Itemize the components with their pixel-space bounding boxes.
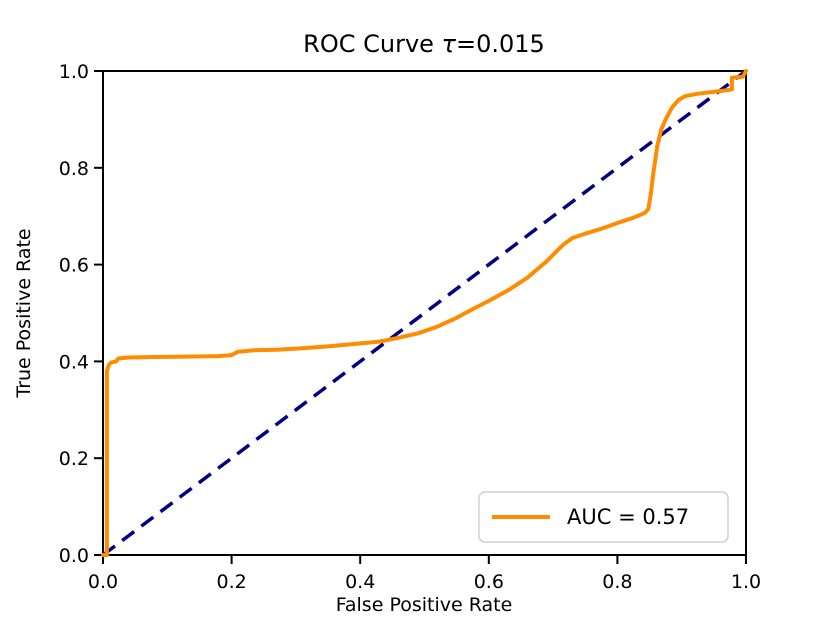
x-tick-label: 0.2 [216, 571, 246, 593]
x-tick-label: 0.8 [602, 571, 632, 593]
y-tick-label: 0.6 [59, 255, 89, 277]
roc-curve-line [101, 69, 748, 557]
y-axis-ticks: 0.0 0.2 0.4 0.6 0.8 1.0 [59, 61, 103, 567]
x-axis-label: False Positive Rate [336, 594, 513, 616]
y-tick-label: 0.4 [59, 351, 89, 373]
y-tick-label: 0.2 [59, 448, 89, 470]
y-axis-label: True Positive Rate [13, 228, 35, 398]
legend-label: AUC = 0.57 [567, 505, 689, 529]
legend-box [478, 491, 729, 543]
y-tick-label: 0.0 [59, 545, 89, 567]
x-tick-label: 1.0 [731, 571, 761, 593]
y-tick-label: 1.0 [59, 61, 89, 83]
x-tick-label: 0.6 [474, 571, 504, 593]
x-tick-label: 0.4 [345, 571, 375, 593]
chance-diagonal-line [101, 69, 748, 557]
plot-area-frame [102, 70, 747, 556]
chart-title: ROC Curve τ=0.015 [303, 30, 545, 58]
legend: AUC = 0.57 [478, 491, 729, 543]
x-tick-label: 0.0 [88, 571, 118, 593]
x-axis-ticks: 0.0 0.2 0.4 0.6 0.8 1.0 [88, 555, 761, 593]
y-tick-label: 0.8 [59, 158, 89, 180]
